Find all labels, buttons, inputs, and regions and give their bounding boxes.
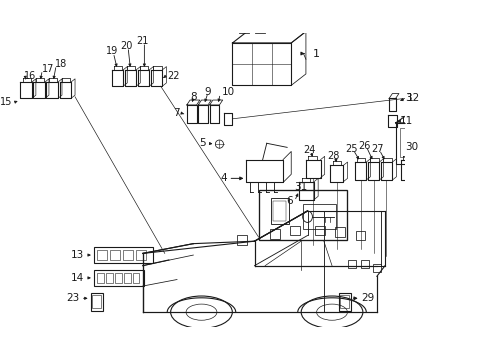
Text: 8: 8 <box>190 92 196 102</box>
Text: 25: 25 <box>345 144 357 154</box>
Text: 18: 18 <box>55 59 67 69</box>
Text: 20: 20 <box>120 41 132 51</box>
Bar <box>399 128 415 157</box>
Text: 26: 26 <box>358 141 370 151</box>
Text: 16: 16 <box>23 71 36 81</box>
Text: 1: 1 <box>312 49 319 59</box>
Text: 11: 11 <box>399 116 412 126</box>
Text: 6: 6 <box>285 196 292 206</box>
Text: 31: 31 <box>294 181 307 192</box>
Bar <box>133 273 139 283</box>
Text: 12: 12 <box>406 93 420 103</box>
Bar <box>90 293 102 311</box>
Text: 24: 24 <box>303 145 315 155</box>
Text: 17: 17 <box>41 64 54 74</box>
Text: 23: 23 <box>66 293 79 303</box>
Text: 19: 19 <box>105 46 118 56</box>
Bar <box>347 260 356 268</box>
Bar <box>255 27 264 33</box>
Bar <box>419 128 435 157</box>
Bar <box>123 250 133 260</box>
Bar <box>438 128 454 157</box>
Bar <box>270 198 288 224</box>
Bar <box>136 250 146 260</box>
Bar <box>97 250 107 260</box>
Text: 14: 14 <box>71 273 84 283</box>
Text: 5: 5 <box>199 138 205 148</box>
Text: 10: 10 <box>222 87 235 97</box>
Text: 30: 30 <box>405 142 418 152</box>
Text: 28: 28 <box>327 150 339 161</box>
Bar <box>335 227 345 237</box>
Bar <box>360 260 368 268</box>
Bar <box>269 229 279 239</box>
Bar <box>97 273 103 283</box>
Bar <box>94 270 144 286</box>
Text: 4: 4 <box>220 174 226 183</box>
Bar <box>237 235 246 245</box>
Bar <box>258 190 346 240</box>
Bar <box>124 273 130 283</box>
Text: 2: 2 <box>486 138 488 148</box>
Bar <box>338 293 350 311</box>
Bar <box>340 295 348 308</box>
Bar <box>92 295 101 308</box>
Bar <box>273 201 286 221</box>
Text: 29: 29 <box>361 293 374 303</box>
Bar <box>94 247 152 263</box>
Text: 7: 7 <box>172 108 179 118</box>
Bar <box>303 204 335 229</box>
Text: 15: 15 <box>0 98 12 108</box>
Text: 22: 22 <box>167 71 180 81</box>
Text: 21: 21 <box>136 36 149 46</box>
Text: 27: 27 <box>371 144 383 154</box>
Text: 3: 3 <box>405 93 411 103</box>
Bar <box>106 273 112 283</box>
Text: 9: 9 <box>204 87 211 97</box>
Bar <box>372 264 380 272</box>
Text: 13: 13 <box>71 250 84 260</box>
Bar <box>314 226 324 235</box>
Bar <box>355 231 365 240</box>
Bar <box>290 226 300 235</box>
Bar <box>110 250 120 260</box>
Bar <box>115 273 122 283</box>
Bar <box>239 27 248 33</box>
